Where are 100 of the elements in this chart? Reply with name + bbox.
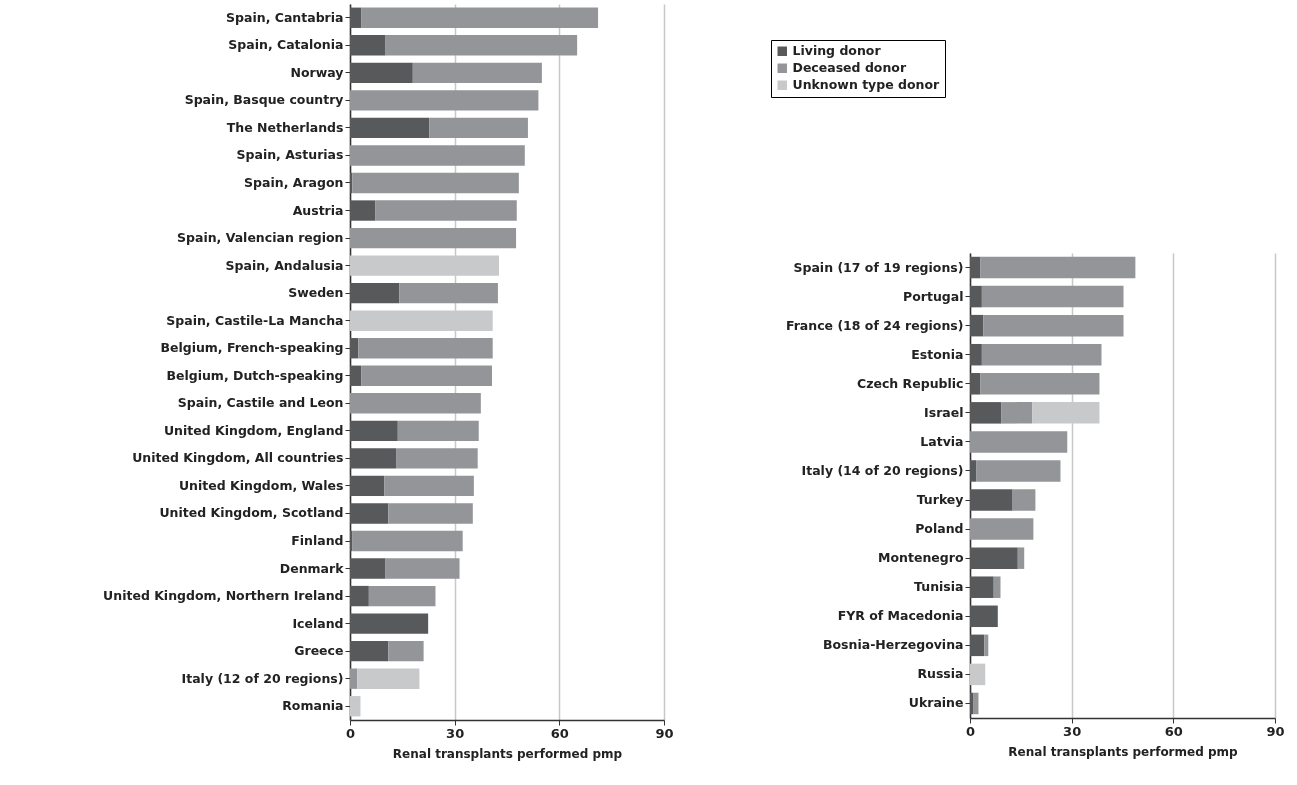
y-tick-label: Latvia (920, 433, 964, 449)
y-tick-label: Belgium, Dutch-speaking (166, 367, 344, 383)
bar (976, 460, 1061, 482)
bar (1001, 402, 1033, 424)
x-tick-label: 0 (965, 723, 976, 739)
y-tick-label: Iceland (292, 615, 344, 631)
bar (984, 634, 989, 657)
x-axis-title: Renal transplants performed pmp (392, 746, 623, 761)
y-tick-label: Portugal (903, 288, 964, 304)
x-tick-label: 0 (345, 725, 356, 741)
bar (350, 420, 398, 442)
bar (350, 530, 353, 552)
y-tick-label: Ukraine (908, 695, 964, 711)
bar (1017, 547, 1025, 569)
bar (350, 393, 481, 414)
bar (350, 668, 358, 689)
bar (970, 314, 984, 337)
y-tick-label: United Kingdom, All countries (132, 450, 344, 466)
y-tick-label: Spain, Valencian region (177, 230, 344, 246)
legend-label: Unknown type donor (792, 77, 941, 93)
bar (385, 558, 460, 579)
bar (350, 613, 429, 634)
bar (350, 145, 525, 166)
bar (970, 605, 998, 628)
bar (388, 640, 424, 662)
bar (350, 200, 376, 221)
y-tick-label: United Kingdom, Scotland (159, 505, 344, 521)
y-tick-label: France (18 of 24 regions) (785, 317, 964, 333)
bar (350, 90, 539, 111)
bar (970, 373, 981, 395)
bar (983, 314, 1124, 337)
bar (993, 576, 1001, 598)
x-tick-label: 90 (1266, 723, 1285, 739)
y-tick-label: Spain, Aragon (244, 175, 344, 190)
x-tick-label: 90 (655, 725, 674, 741)
y-tick-label: Finland (291, 533, 344, 548)
bar (350, 696, 361, 717)
x-tick-label: 60 (550, 725, 569, 741)
y-tick-label: Italy (14 of 20 regions) (801, 462, 964, 478)
bar (981, 285, 1124, 308)
y-tick-label: Estonia (911, 346, 964, 362)
legend-label: Deceased donor (792, 60, 907, 76)
bar (412, 62, 542, 84)
y-tick-label: Spain, Asturias (236, 147, 344, 163)
bar (970, 285, 982, 308)
y-tick-label: Spain, Cantabria (226, 9, 344, 25)
bar (350, 227, 517, 249)
bar (375, 200, 517, 221)
y-tick-label: The Netherlands (226, 119, 344, 135)
bar (350, 640, 389, 662)
y-tick-label: Italy (12 of 20 regions) (181, 670, 344, 686)
bar (970, 692, 974, 715)
bar (350, 503, 389, 524)
bar (397, 420, 479, 442)
bar (388, 503, 473, 524)
y-tick-label: Russia (917, 666, 964, 682)
y-tick-label: Belgium, French-speaking (160, 340, 344, 356)
bar (352, 172, 519, 194)
y-tick-label: FYR of Macedonia (837, 608, 964, 624)
bar (350, 475, 385, 497)
bar (350, 558, 386, 579)
bar (350, 365, 362, 386)
bar (1012, 489, 1036, 511)
bar (970, 489, 1013, 511)
y-tick-label: United Kingdom, England (163, 422, 344, 438)
y-tick-label: Poland (915, 521, 964, 537)
y-tick-label: Norway (290, 64, 344, 80)
bar (970, 547, 1018, 569)
bar (970, 518, 1034, 540)
bar (970, 634, 985, 657)
y-tick-label: Israel (924, 404, 964, 420)
bar (970, 663, 986, 686)
y-tick-label: Tunisia (914, 579, 964, 595)
bar (970, 402, 1002, 424)
bar (350, 448, 397, 469)
bar (361, 365, 492, 386)
legend-label: Living donor (792, 43, 882, 59)
y-tick-label: Spain, Andalusia (225, 257, 344, 273)
y-tick-label: United Kingdom, Wales (178, 477, 344, 493)
bar (384, 475, 474, 497)
bar (981, 343, 1102, 366)
bar (396, 448, 478, 469)
y-tick-label: Sweden (288, 285, 344, 301)
bar (350, 62, 413, 84)
y-tick-label: Bosnia-Herzegovina (822, 637, 964, 653)
bar (399, 282, 498, 304)
x-tick-label: 60 (1164, 723, 1183, 739)
y-tick-label: Montenegro (878, 550, 964, 566)
x-axis-title: Renal transplants performed pmp (1008, 744, 1239, 759)
y-tick-label: United Kingdom, Northern Ireland (103, 588, 344, 604)
bar (980, 373, 1100, 395)
bar (350, 282, 400, 304)
y-tick-label: Spain, Castile and Leon (177, 395, 344, 411)
bar (980, 256, 1136, 279)
y-tick-label: Turkey (916, 492, 964, 508)
y-tick-label: Czech Republic (857, 375, 964, 391)
bar (358, 338, 493, 359)
y-tick-label: Greece (294, 643, 344, 659)
bar (970, 343, 982, 366)
bar (350, 7, 362, 28)
